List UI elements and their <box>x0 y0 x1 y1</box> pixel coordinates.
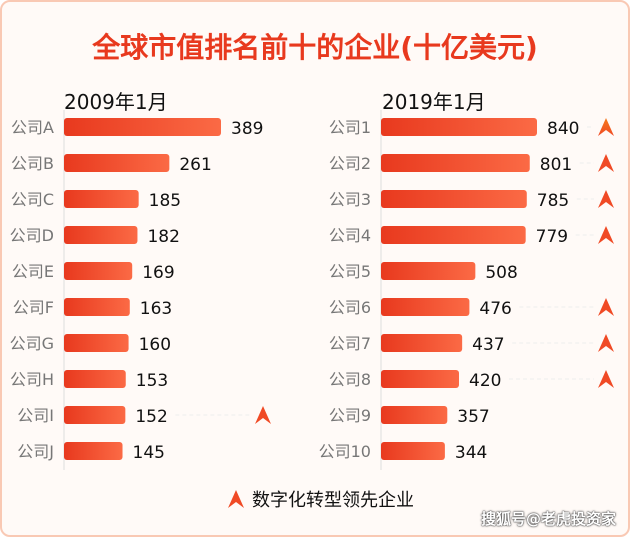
arrow-up-icon <box>598 154 614 172</box>
category-label: 公司5 <box>329 262 371 281</box>
category-label: 公司10 <box>319 442 371 461</box>
arrow-up-icon <box>255 406 271 424</box>
value-label: 357 <box>457 407 489 427</box>
bar-row: 公司I 152 <box>17 406 271 427</box>
category-label: 公司4 <box>329 226 371 245</box>
category-label: 公司A <box>11 118 54 137</box>
arrow-up-icon <box>598 298 614 316</box>
category-label: 公司B <box>11 154 54 173</box>
category-label: 公司9 <box>329 406 371 425</box>
bar-row: 公司A 389 <box>11 118 263 139</box>
bar-row: 公司E 169 <box>12 262 175 283</box>
bar-row: 公司B 261 <box>11 154 212 175</box>
category-label: 公司D <box>10 226 54 245</box>
value-label: 779 <box>536 227 568 247</box>
bar-row: 公司9 357 <box>329 406 490 427</box>
value-label: 163 <box>140 299 172 319</box>
legend-label: 数字化转型领先企业 <box>252 490 414 511</box>
bar-row: 公司7 437 <box>329 334 614 355</box>
bar <box>381 442 445 460</box>
category-label: 公司8 <box>329 370 371 389</box>
bar <box>381 226 526 244</box>
bar-row: 公司F 163 <box>13 298 172 319</box>
bar <box>381 334 463 352</box>
bar <box>381 370 459 388</box>
category-label: 公司H <box>10 370 54 389</box>
value-label: 508 <box>485 263 517 283</box>
value-label: 476 <box>479 299 511 319</box>
bar <box>381 154 530 172</box>
value-label: 153 <box>136 371 168 391</box>
chart-title: 全球市值排名前十的企业(十亿美元) <box>92 31 538 64</box>
bar-row: 公司H 153 <box>10 370 168 391</box>
arrow-up-icon <box>228 490 244 508</box>
category-label: 公司7 <box>329 334 371 353</box>
value-label: 185 <box>149 191 181 211</box>
value-label: 152 <box>135 407 167 427</box>
bar <box>64 118 221 136</box>
bar-row: 公司J 145 <box>17 442 165 463</box>
bar <box>64 334 129 352</box>
category-label: 公司F <box>13 298 54 317</box>
category-label: 公司J <box>17 442 54 461</box>
bar <box>64 226 138 244</box>
bar <box>64 190 139 208</box>
bar-row: 公司D 182 <box>10 226 180 247</box>
value-label: 801 <box>540 155 572 175</box>
value-label: 145 <box>133 443 165 463</box>
category-label: 公司2 <box>329 154 371 173</box>
value-label: 437 <box>472 335 504 355</box>
arrow-up-icon <box>598 370 614 388</box>
category-label: 公司G <box>10 334 54 353</box>
panel-title-2019: 2019年1月 <box>382 90 486 114</box>
category-label: 公司1 <box>329 118 371 137</box>
value-label: 160 <box>139 335 171 355</box>
value-label: 182 <box>147 227 179 247</box>
value-label: 785 <box>537 191 569 211</box>
bar-row: 公司C 185 <box>11 190 181 211</box>
bar-row: 公司4 779 <box>329 226 614 247</box>
category-label: 公司3 <box>329 190 371 209</box>
arrow-up-icon <box>598 226 614 244</box>
value-label: 840 <box>547 119 579 139</box>
bar <box>381 406 448 424</box>
bar-row: 公司5 508 <box>329 262 518 283</box>
bar <box>381 298 470 316</box>
category-label: 公司6 <box>329 298 371 317</box>
arrow-up-icon <box>598 118 614 136</box>
bar <box>64 442 123 460</box>
bar <box>64 154 170 172</box>
bar <box>64 370 126 388</box>
value-label: 344 <box>455 443 487 463</box>
bar <box>64 262 133 280</box>
bar-row: 公司1 840 <box>329 118 614 139</box>
value-label: 389 <box>231 119 263 139</box>
panel-title-2009: 2009年1月 <box>64 90 168 114</box>
watermark: 搜狐号@老虎投资家 <box>480 510 616 528</box>
bar-row: 公司8 420 <box>329 370 614 391</box>
bar <box>381 190 527 208</box>
bar <box>64 406 126 424</box>
category-label: 公司C <box>11 190 54 209</box>
value-label: 261 <box>179 155 211 175</box>
arrow-up-icon <box>598 190 614 208</box>
bar <box>381 118 537 136</box>
arrow-up-icon <box>598 334 614 352</box>
bar-row: 公司3 785 <box>329 190 614 211</box>
bar-row: 公司2 801 <box>329 154 614 175</box>
bar-row: 公司G 160 <box>10 334 171 355</box>
value-label: 420 <box>469 371 501 391</box>
bar-row: 公司10 344 <box>319 442 487 463</box>
bar-row: 公司6 476 <box>329 298 614 319</box>
value-label: 169 <box>142 263 174 283</box>
category-label: 公司I <box>17 406 54 425</box>
category-label: 公司E <box>12 262 54 281</box>
legend: 数字化转型领先企业 <box>228 486 414 512</box>
bar <box>381 262 476 280</box>
bar <box>64 298 130 316</box>
